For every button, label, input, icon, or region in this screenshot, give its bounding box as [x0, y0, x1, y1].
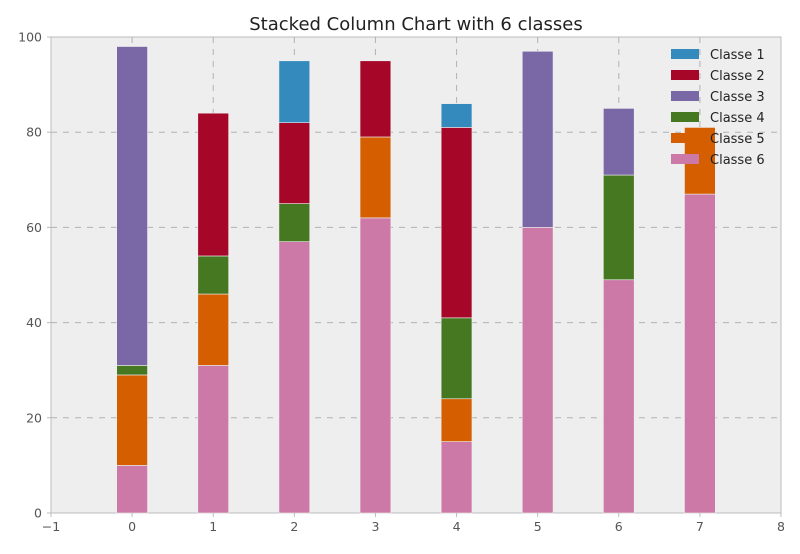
x-tick-label: −1	[42, 519, 60, 534]
plot-area	[50, 36, 782, 514]
bar-segment	[197, 293, 229, 366]
y-tick-label: 20	[26, 410, 42, 425]
bar-segment	[603, 174, 635, 281]
bar-segment	[521, 227, 554, 514]
bar-segment	[278, 60, 311, 123]
bar-segment	[116, 465, 148, 514]
x-tick-label: 2	[290, 519, 298, 534]
legend-swatch	[671, 70, 699, 80]
bar-segment	[359, 217, 392, 514]
x-tick-label: 4	[453, 519, 461, 534]
bar-segment	[278, 241, 311, 514]
x-tick-label: 5	[534, 519, 542, 534]
legend-swatch	[671, 91, 699, 101]
bar-segment	[359, 136, 392, 219]
bar-segment	[603, 108, 635, 176]
bar-segment	[116, 46, 148, 366]
bar-segment	[603, 279, 635, 514]
bar-segment	[440, 317, 473, 400]
bar-segment	[116, 374, 148, 466]
x-tick-label: 3	[371, 519, 379, 534]
legend-label: Classe 3	[710, 90, 765, 105]
x-tick-label: 0	[128, 519, 136, 534]
bar-segment	[440, 398, 473, 442]
chart-title: Stacked Column Chart with 6 classes	[249, 14, 582, 35]
bar-segment	[521, 50, 554, 228]
bar-segment	[684, 193, 716, 514]
legend-label: Classe 1	[710, 48, 765, 63]
y-tick-label: 60	[26, 220, 42, 235]
y-tick-label: 40	[26, 315, 42, 330]
bar-segment	[197, 365, 229, 514]
legend-label: Classe 6	[710, 153, 765, 168]
y-tick-label: 80	[26, 125, 42, 140]
x-tick-label: 8	[777, 519, 785, 534]
x-tick-label: 7	[696, 519, 704, 534]
legend-swatch	[671, 154, 699, 164]
bar-segment	[197, 255, 229, 295]
legend-swatch	[671, 133, 699, 143]
bar-segment	[440, 127, 473, 319]
x-tick-label: 6	[615, 519, 623, 534]
legend-label: Classe 4	[710, 111, 765, 126]
bar-segment	[278, 203, 311, 242]
bar-segment	[116, 365, 148, 376]
bar-segment	[197, 112, 229, 257]
legend: Classe 1 Classe 2 Classe 3 Classe 4 Classe 5…	[671, 48, 765, 168]
legend-label: Classe 5	[710, 132, 765, 147]
x-tick-label: 1	[209, 519, 217, 534]
y-tick-label: 100	[18, 30, 42, 45]
bar-segment	[440, 441, 473, 514]
bar-segment	[440, 103, 473, 128]
bar-segment	[278, 122, 311, 204]
legend-label: Classe 2	[710, 69, 765, 84]
legend-swatch	[671, 112, 699, 122]
legend-swatch	[671, 49, 699, 59]
y-tick-label: 0	[34, 506, 42, 521]
bar-segment	[359, 60, 392, 138]
bars	[116, 46, 716, 514]
